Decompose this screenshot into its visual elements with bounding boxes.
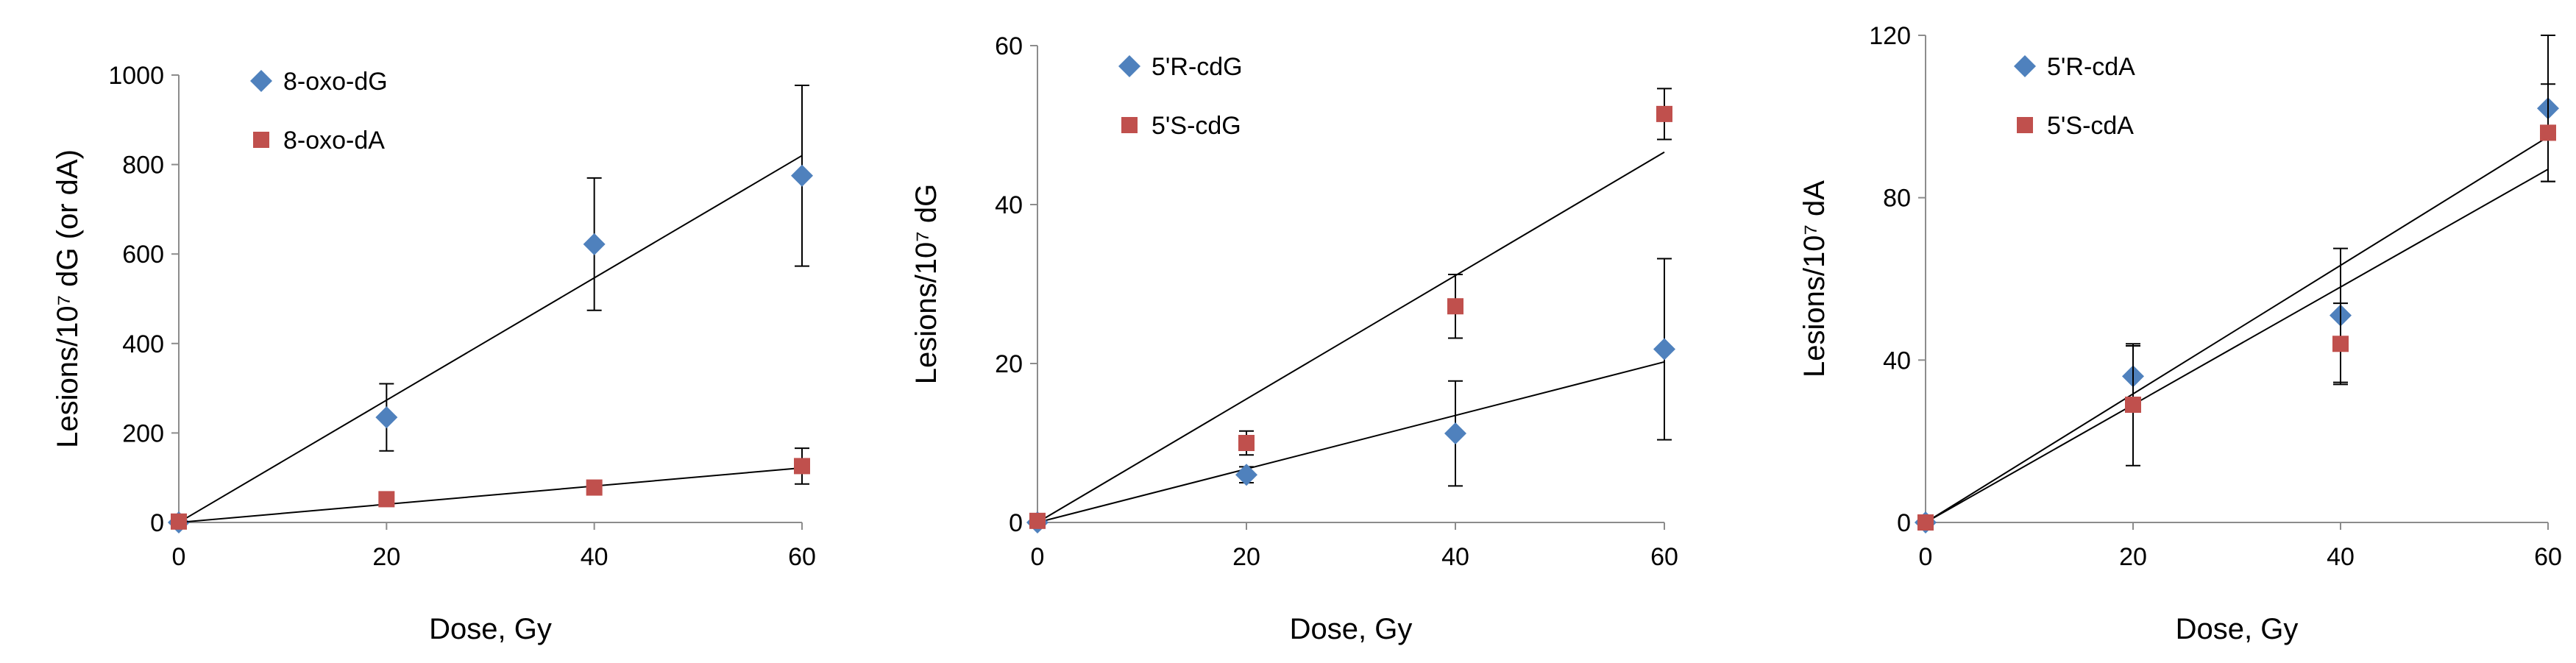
- y-tick-label: 600: [122, 241, 164, 269]
- chart-3: 0 40 80 120 0 20 40 60 Dose, Gy Lesions/10⁷ dA 5'R…: [1798, 22, 2562, 645]
- data-point-5'S-cdA: [2540, 124, 2556, 141]
- y-tick-label: 60: [995, 32, 1023, 60]
- x-tick-label: 60: [1650, 543, 1678, 571]
- x-tick-label: 0: [1919, 543, 1933, 571]
- trendline-5'R-cdA: [1925, 136, 2549, 523]
- legend-marker: [2014, 55, 2036, 77]
- trendline-8-oxo-dA: [178, 467, 803, 523]
- chart-1: 0 200 400 600 800 1000 0 20 40 60 Dose, Gy Lesions/…: [52, 62, 816, 645]
- y-tick-label: 0: [150, 509, 164, 537]
- legend-label: 5'R-cdA: [2047, 53, 2135, 81]
- y-tick-label: 200: [122, 419, 164, 447]
- legend-marker: [1121, 117, 1138, 133]
- y-tick-label: 40: [995, 191, 1023, 219]
- legend-marker: [2017, 117, 2033, 133]
- data-point-5'R-cdG: [1235, 464, 1257, 486]
- trendline-8-oxo-dG: [178, 155, 803, 523]
- x-tick-label: 0: [172, 543, 186, 571]
- x-tick-label: 20: [2119, 543, 2147, 571]
- y-tick-label: 0: [1009, 509, 1023, 537]
- data-point-8-oxo-dA: [794, 458, 810, 475]
- data-point-5'S-cdG: [1238, 435, 1255, 451]
- y-tick-label: 40: [1883, 347, 1911, 375]
- x-tick-label: 0: [1031, 543, 1045, 571]
- data-point-8-oxo-dG: [375, 406, 398, 429]
- x-axis-title: Dose, Gy: [429, 613, 552, 645]
- legend-marker: [250, 70, 272, 92]
- data-point-5'S-cdG: [1656, 105, 1672, 122]
- x-tick-label: 40: [2327, 543, 2355, 571]
- data-point-5'R-cdG: [1653, 338, 1675, 361]
- data-point-5'R-cdG: [1444, 422, 1466, 445]
- legend-label: 5'R-cdG: [1152, 53, 1243, 81]
- trendline-5'S-cdA: [1925, 169, 2549, 523]
- x-tick-label: 20: [1232, 543, 1260, 571]
- legend-marker: [1118, 55, 1140, 77]
- y-tick-label: 20: [995, 350, 1023, 378]
- data-point-5'S-cdG: [1447, 298, 1463, 315]
- x-axis-title: Dose, Gy: [2176, 613, 2299, 645]
- legend-marker: [253, 132, 269, 148]
- legend-label: 5'S-cdA: [2047, 112, 2134, 140]
- data-point-8-oxo-dA: [171, 513, 187, 530]
- x-tick-label: 40: [1441, 543, 1469, 571]
- x-tick-label: 60: [788, 543, 816, 571]
- x-tick-label: 40: [581, 543, 608, 571]
- y-tick-label: 0: [1897, 509, 1911, 537]
- data-point-8-oxo-dG: [791, 164, 813, 187]
- y-axis-title: Lesions/10⁷ dG: [910, 184, 943, 384]
- legend-label: 8-oxo-dG: [283, 68, 388, 96]
- data-point-8-oxo-dA: [586, 479, 603, 496]
- trendline-5'S-cdG: [1037, 151, 1665, 523]
- y-tick-label: 400: [122, 330, 164, 358]
- y-tick-label: 1000: [108, 62, 164, 90]
- data-point-8-oxo-dG: [583, 233, 606, 255]
- y-tick-label: 800: [122, 152, 164, 180]
- data-point-5'S-cdG: [1029, 512, 1046, 529]
- x-tick-label: 60: [2534, 543, 2562, 571]
- legend-label: 8-oxo-dA: [283, 127, 385, 155]
- y-tick-label: 80: [1883, 185, 1911, 213]
- data-point-5'S-cdA: [2125, 397, 2141, 414]
- chart-2: 0 20 40 60 0 20 40 60 Dose, Gy Lesions/10⁷ dG 5'R-…: [910, 32, 1678, 645]
- data-point-5'S-cdA: [1917, 514, 1934, 531]
- x-axis-title: Dose, Gy: [1290, 613, 1413, 645]
- data-point-8-oxo-dA: [378, 491, 395, 508]
- legend-label: 5'S-cdG: [1152, 112, 1241, 140]
- x-tick-label: 20: [372, 543, 400, 571]
- data-point-5'S-cdA: [2332, 336, 2349, 352]
- y-tick-label: 120: [1869, 22, 1911, 50]
- y-axis-title: Lesions/10⁷ dA: [1798, 180, 1831, 377]
- trendline-5'R-cdG: [1037, 361, 1665, 523]
- y-axis-title: Lesions/10⁷ dG (or dA): [52, 149, 84, 448]
